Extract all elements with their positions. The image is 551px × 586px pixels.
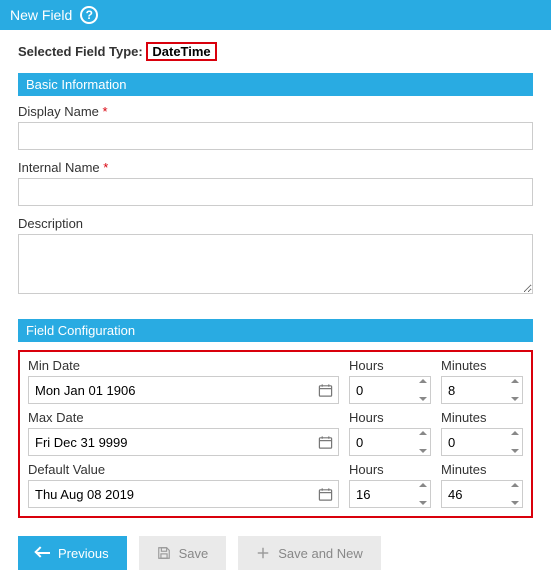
field-display-name: Display Name *	[18, 104, 533, 150]
field-internal-name: Internal Name *	[18, 160, 533, 206]
selected-type-value: DateTime	[146, 42, 216, 61]
spinner-up-icon[interactable]	[419, 379, 427, 383]
description-input[interactable]	[18, 234, 533, 294]
display-name-input[interactable]	[18, 122, 533, 150]
spinner-down-icon[interactable]	[419, 449, 427, 453]
min-date-input[interactable]	[28, 376, 339, 404]
default-value-label: Default Value	[28, 462, 339, 477]
max-hours-label: Hours	[349, 410, 431, 425]
spinner-down-icon[interactable]	[419, 397, 427, 401]
min-date-label: Min Date	[28, 358, 339, 373]
field-configuration-box: Min Date Hours Minutes	[18, 350, 533, 518]
selected-type-label: Selected Field Type:	[18, 44, 143, 59]
config-row-max: Max Date Hours Minutes	[28, 410, 523, 456]
min-minutes-label: Minutes	[441, 358, 523, 373]
calendar-icon[interactable]	[318, 383, 333, 397]
section-header-basic: Basic Information	[18, 73, 533, 96]
default-date-input[interactable]	[28, 480, 339, 508]
internal-name-label: Internal Name *	[18, 160, 533, 175]
spinner-down-icon[interactable]	[511, 397, 519, 401]
internal-name-input[interactable]	[18, 178, 533, 206]
min-hours-label: Hours	[349, 358, 431, 373]
save-button[interactable]: Save	[139, 536, 227, 570]
display-name-label: Display Name *	[18, 104, 533, 119]
max-date-label: Max Date	[28, 410, 339, 425]
calendar-icon[interactable]	[318, 487, 333, 501]
spinner-down-icon[interactable]	[511, 449, 519, 453]
dialog-content: Selected Field Type: DateTime Basic Info…	[0, 30, 551, 586]
spinner-down-icon[interactable]	[419, 501, 427, 505]
section-header-config: Field Configuration	[18, 319, 533, 342]
spinner-up-icon[interactable]	[419, 431, 427, 435]
config-row-min: Min Date Hours Minutes	[28, 358, 523, 404]
dialog-header: New Field ?	[0, 0, 551, 30]
button-row: Previous Save Save and New	[18, 536, 533, 570]
spinner-down-icon[interactable]	[511, 501, 519, 505]
help-icon[interactable]: ?	[80, 6, 98, 24]
description-label: Description	[18, 216, 533, 231]
previous-button[interactable]: Previous	[18, 536, 127, 570]
max-date-input[interactable]	[28, 428, 339, 456]
calendar-icon[interactable]	[318, 435, 333, 449]
dialog-title: New Field	[10, 7, 72, 23]
spinner-up-icon[interactable]	[511, 483, 519, 487]
arrow-left-icon	[36, 548, 50, 558]
save-icon	[157, 546, 171, 560]
field-description: Description	[18, 216, 533, 297]
default-hours-label: Hours	[349, 462, 431, 477]
selected-field-type: Selected Field Type: DateTime	[18, 42, 533, 61]
max-minutes-label: Minutes	[441, 410, 523, 425]
default-minutes-label: Minutes	[441, 462, 523, 477]
spinner-up-icon[interactable]	[511, 379, 519, 383]
save-and-new-button[interactable]: Save and New	[238, 536, 381, 570]
plus-icon	[256, 546, 270, 560]
spinner-up-icon[interactable]	[511, 431, 519, 435]
spinner-up-icon[interactable]	[419, 483, 427, 487]
config-row-default: Default Value Hours Minutes	[28, 462, 523, 508]
